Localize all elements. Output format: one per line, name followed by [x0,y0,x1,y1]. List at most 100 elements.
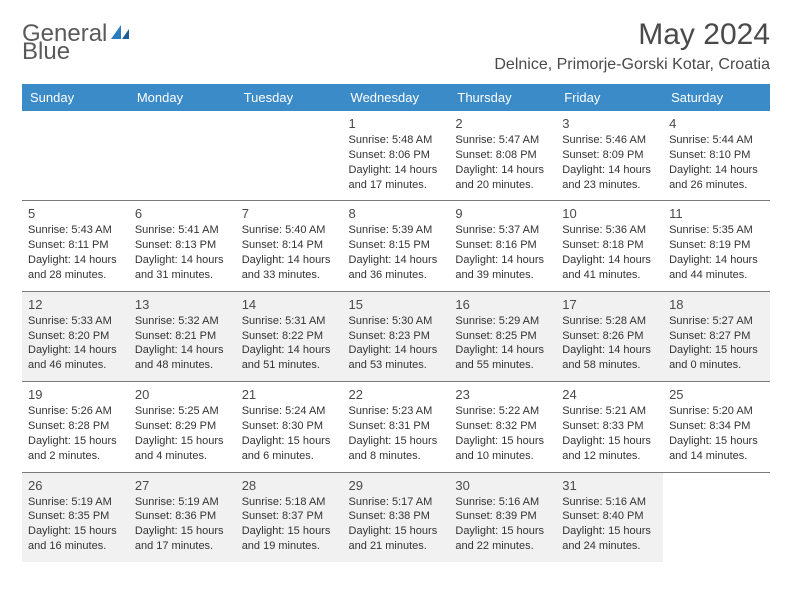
day-info: Sunrise: 5:48 AMSunset: 8:06 PMDaylight:… [349,133,444,192]
day-number: 18 [669,297,764,312]
calendar-cell: 17 Sunrise: 5:28 AMSunset: 8:26 PMDayligh… [556,291,663,381]
calendar-cell: 6 Sunrise: 5:41 AMSunset: 8:13 PMDaylight… [129,201,236,291]
day-info: Sunrise: 5:27 AMSunset: 8:27 PMDaylight:… [669,314,764,373]
day-number: 4 [669,116,764,131]
calendar-week: 12Sunrise: 5:33 AMSunset: 8:20 PMDayligh… [22,291,770,381]
title-block: May 2024 Delnice, Primorje-Gorski Kotar,… [494,18,770,74]
calendar-cell: 2 Sunrise: 5:47 AMSunset: 8:08 PMDaylight… [449,111,556,201]
day-info: Sunrise: 5:44 AMSunset: 8:10 PMDaylight:… [669,133,764,192]
day-info: Sunrise: 5:16 AMSunset: 8:39 PMDaylight:… [455,495,550,554]
day-number: 25 [669,387,764,402]
calendar-week: 5Sunrise: 5:43 AMSunset: 8:11 PMDaylight… [22,201,770,291]
day-info: Sunrise: 5:43 AMSunset: 8:11 PMDaylight:… [28,223,123,282]
day-number: 17 [562,297,657,312]
day-info: Sunrise: 5:33 AMSunset: 8:20 PMDaylight:… [28,314,123,373]
calendar-cell: 5Sunrise: 5:43 AMSunset: 8:11 PMDaylight… [22,201,129,291]
day-number: 6 [135,206,230,221]
day-info: Sunrise: 5:37 AMSunset: 8:16 PMDaylight:… [455,223,550,282]
day-number: 20 [135,387,230,402]
day-number: 27 [135,478,230,493]
day-number: 9 [455,206,550,221]
day-info: Sunrise: 5:23 AMSunset: 8:31 PMDaylight:… [349,404,444,463]
month-title: May 2024 [494,18,770,52]
calendar-cell: 1 Sunrise: 5:48 AMSunset: 8:06 PMDaylight… [343,111,450,201]
calendar-body: 1 Sunrise: 5:48 AMSunset: 8:06 PMDaylight… [22,111,770,562]
day-number: 31 [562,478,657,493]
day-number: 2 [455,116,550,131]
logo: General Blue [22,22,131,64]
day-number: 13 [135,297,230,312]
calendar-cell: 9 Sunrise: 5:37 AMSunset: 8:16 PMDaylight… [449,201,556,291]
calendar-cell: 27 Sunrise: 5:19 AMSunset: 8:36 PMDayligh… [129,472,236,562]
day-info: Sunrise: 5:17 AMSunset: 8:38 PMDaylight:… [349,495,444,554]
calendar-cell: 18 Sunrise: 5:27 AMSunset: 8:27 PMDayligh… [663,291,770,381]
day-info: Sunrise: 5:25 AMSunset: 8:29 PMDaylight:… [135,404,230,463]
location-text: Delnice, Primorje-Gorski Kotar, Croatia [494,56,770,74]
calendar-week: 1 Sunrise: 5:48 AMSunset: 8:06 PMDaylight… [22,111,770,201]
day-number: 1 [349,116,444,131]
day-number: 28 [242,478,337,493]
header: General Blue May 2024 Delnice, Primorje-… [22,18,770,74]
calendar-cell: 4 Sunrise: 5:44 AMSunset: 8:10 PMDaylight… [663,111,770,201]
day-number: 24 [562,387,657,402]
calendar-cell [663,472,770,562]
day-number: 7 [242,206,337,221]
calendar-cell: 15 Sunrise: 5:30 AMSunset: 8:23 PMDayligh… [343,291,450,381]
calendar-cell: 24Sunrise: 5:21 AMSunset: 8:33 PMDayligh… [556,382,663,472]
calendar-cell [236,111,343,201]
calendar-table: SundayMondayTuesdayWednesdayThursdayFrid… [22,84,770,562]
calendar-cell: 30 Sunrise: 5:16 AMSunset: 8:39 PMDayligh… [449,472,556,562]
day-info: Sunrise: 5:32 AMSunset: 8:21 PMDaylight:… [135,314,230,373]
day-info: Sunrise: 5:29 AMSunset: 8:25 PMDaylight:… [455,314,550,373]
calendar-cell: 29 Sunrise: 5:17 AMSunset: 8:38 PMDayligh… [343,472,450,562]
calendar-cell: 16 Sunrise: 5:29 AMSunset: 8:25 PMDayligh… [449,291,556,381]
weekday-header: Monday [129,84,236,111]
day-info: Sunrise: 5:22 AMSunset: 8:32 PMDaylight:… [455,404,550,463]
day-number: 14 [242,297,337,312]
calendar-cell: 28 Sunrise: 5:18 AMSunset: 8:37 PMDayligh… [236,472,343,562]
weekday-header: Friday [556,84,663,111]
day-info: Sunrise: 5:41 AMSunset: 8:13 PMDaylight:… [135,223,230,282]
day-number: 8 [349,206,444,221]
calendar-cell: 10 Sunrise: 5:36 AMSunset: 8:18 PMDayligh… [556,201,663,291]
day-number: 29 [349,478,444,493]
day-info: Sunrise: 5:46 AMSunset: 8:09 PMDaylight:… [562,133,657,192]
calendar-week: 26Sunrise: 5:19 AMSunset: 8:35 PMDayligh… [22,472,770,562]
day-number: 10 [562,206,657,221]
day-number: 16 [455,297,550,312]
day-info: Sunrise: 5:47 AMSunset: 8:08 PMDaylight:… [455,133,550,192]
day-number: 19 [28,387,123,402]
day-info: Sunrise: 5:31 AMSunset: 8:22 PMDaylight:… [242,314,337,373]
calendar-cell: 26Sunrise: 5:19 AMSunset: 8:35 PMDayligh… [22,472,129,562]
calendar-cell [22,111,129,201]
day-number: 15 [349,297,444,312]
day-info: Sunrise: 5:36 AMSunset: 8:18 PMDaylight:… [562,223,657,282]
calendar-cell: 25 Sunrise: 5:20 AMSunset: 8:34 PMDayligh… [663,382,770,472]
day-number: 22 [349,387,444,402]
day-info: Sunrise: 5:28 AMSunset: 8:26 PMDaylight:… [562,314,657,373]
day-info: Sunrise: 5:24 AMSunset: 8:30 PMDaylight:… [242,404,337,463]
sail-icon [109,22,131,46]
day-info: Sunrise: 5:20 AMSunset: 8:34 PMDaylight:… [669,404,764,463]
day-info: Sunrise: 5:30 AMSunset: 8:23 PMDaylight:… [349,314,444,373]
day-info: Sunrise: 5:40 AMSunset: 8:14 PMDaylight:… [242,223,337,282]
calendar-cell: 8Sunrise: 5:39 AMSunset: 8:15 PMDaylight… [343,201,450,291]
calendar-cell: 11 Sunrise: 5:35 AMSunset: 8:19 PMDayligh… [663,201,770,291]
calendar-cell: 21 Sunrise: 5:24 AMSunset: 8:30 PMDayligh… [236,382,343,472]
day-number: 30 [455,478,550,493]
weekday-header: Sunday [22,84,129,111]
calendar-cell: 12Sunrise: 5:33 AMSunset: 8:20 PMDayligh… [22,291,129,381]
day-info: Sunrise: 5:19 AMSunset: 8:36 PMDaylight:… [135,495,230,554]
weekday-header: Saturday [663,84,770,111]
day-info: Sunrise: 5:35 AMSunset: 8:19 PMDaylight:… [669,223,764,282]
calendar-cell: 20 Sunrise: 5:25 AMSunset: 8:29 PMDayligh… [129,382,236,472]
calendar-cell: 19 Sunrise: 5:26 AMSunset: 8:28 PMDayligh… [22,382,129,472]
day-number: 26 [28,478,123,493]
day-info: Sunrise: 5:16 AMSunset: 8:40 PMDaylight:… [562,495,657,554]
day-info: Sunrise: 5:18 AMSunset: 8:37 PMDaylight:… [242,495,337,554]
day-number: 3 [562,116,657,131]
calendar-cell: 31 Sunrise: 5:16 AMSunset: 8:40 PMDayligh… [556,472,663,562]
day-number: 21 [242,387,337,402]
day-number: 11 [669,206,764,221]
day-info: Sunrise: 5:26 AMSunset: 8:28 PMDaylight:… [28,404,123,463]
